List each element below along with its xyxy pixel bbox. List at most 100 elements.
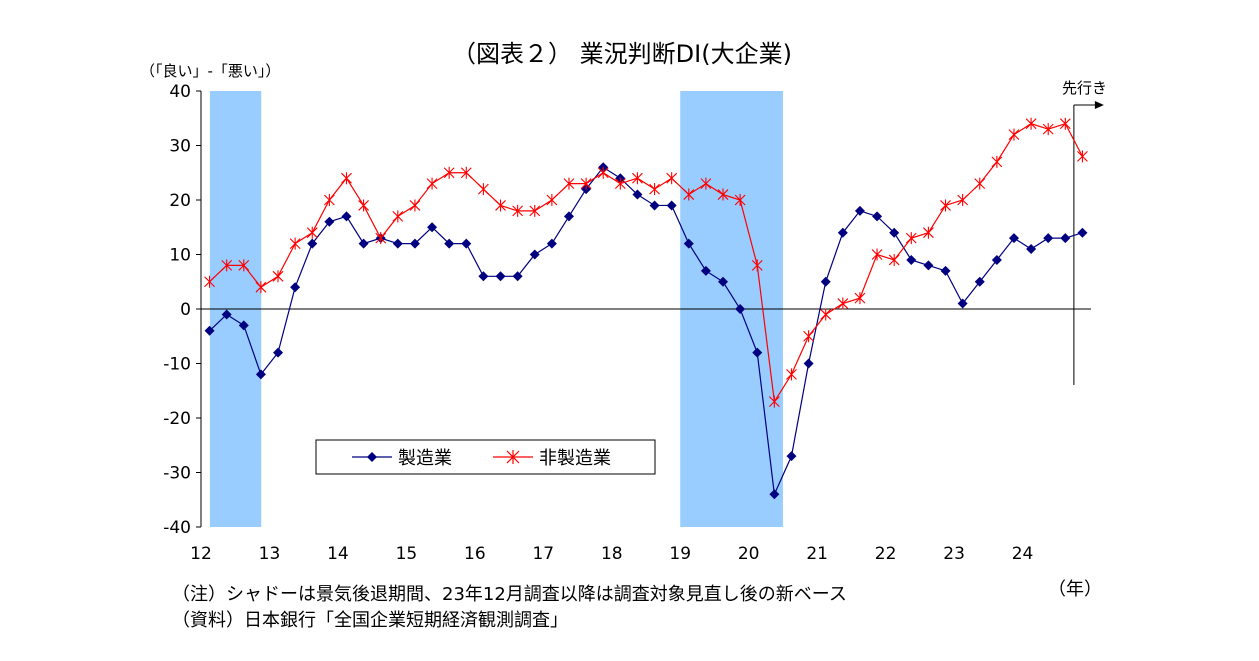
y-axis-label: （「良い」-「悪い」） xyxy=(140,62,280,80)
point-manufacturing xyxy=(444,238,455,249)
x-tick-label: 24 xyxy=(1012,544,1034,564)
legend: 製造業 非製造業 xyxy=(315,439,656,475)
note-shading: （注）シャドーは景気後退期間、23年12月調査以降は調査対象見直し後の新ベース xyxy=(172,584,847,605)
axes-group: -40 -30 -20 -10 0 10 20 30 40 12 13 14 15 16 17 18 19 20 2… xyxy=(163,82,1104,564)
point-non-manufacturing xyxy=(255,281,267,294)
point-manufacturing xyxy=(1077,227,1088,238)
point-manufacturing xyxy=(341,211,352,222)
point-non-manufacturing xyxy=(940,199,951,212)
point-non-manufacturing xyxy=(991,155,1003,168)
point-manufacturing xyxy=(427,222,438,233)
point-non-manufacturing xyxy=(204,275,215,288)
y-tick-label: 20 xyxy=(169,191,191,211)
point-manufacturing xyxy=(238,320,249,331)
point-non-manufacturing xyxy=(614,177,626,190)
y-tick-label: 0 xyxy=(180,300,191,320)
x-tick-label: 22 xyxy=(875,544,897,564)
point-non-manufacturing xyxy=(460,166,472,179)
point-manufacturing xyxy=(769,489,780,500)
point-non-manufacturing xyxy=(974,177,986,190)
point-manufacturing xyxy=(649,200,660,211)
point-non-manufacturing xyxy=(803,330,814,343)
point-non-manufacturing xyxy=(1042,123,1054,136)
chart-title: （図表２） 業況判断DI(大企業) xyxy=(452,40,792,68)
point-manufacturing xyxy=(940,265,951,276)
point-manufacturing xyxy=(854,205,865,216)
series-line-manufacturing xyxy=(209,166,1083,497)
point-non-manufacturing xyxy=(546,194,558,206)
point-non-manufacturing xyxy=(905,232,917,245)
point-non-manufacturing xyxy=(768,395,780,408)
x-tick-label: 20 xyxy=(738,544,760,564)
point-manufacturing xyxy=(461,238,472,249)
point-non-manufacturing xyxy=(957,194,969,206)
x-axis-unit-label: （年） xyxy=(1048,579,1102,600)
point-non-manufacturing xyxy=(289,237,301,250)
point-manufacturing xyxy=(290,282,301,293)
point-manufacturing xyxy=(358,238,369,249)
point-manufacturing xyxy=(837,227,848,238)
point-manufacturing xyxy=(666,200,677,211)
point-non-manufacturing xyxy=(820,308,832,321)
point-manufacturing xyxy=(872,211,883,222)
point-manufacturing xyxy=(1060,233,1071,244)
x-tick-label: 23 xyxy=(943,544,965,564)
series-line-non-manufacturing xyxy=(209,122,1083,404)
y-tick-label: -10 xyxy=(163,355,191,375)
point-non-manufacturing xyxy=(734,194,746,206)
point-non-manufacturing xyxy=(837,297,849,310)
point-non-manufacturing xyxy=(597,166,609,179)
point-non-manufacturing xyxy=(323,194,335,206)
point-non-manufacturing xyxy=(358,199,369,212)
x-tick-label: 15 xyxy=(396,544,418,564)
x-tick-label: 16 xyxy=(464,544,486,564)
point-manufacturing xyxy=(889,227,900,238)
point-non-manufacturing xyxy=(375,232,387,245)
point-non-manufacturing xyxy=(272,270,284,283)
point-manufacturing xyxy=(204,325,215,336)
point-non-manufacturing xyxy=(888,253,900,266)
point-manufacturing xyxy=(632,189,643,200)
point-non-manufacturing xyxy=(409,199,421,212)
y-tick-label: 10 xyxy=(169,246,191,266)
point-manufacturing xyxy=(991,254,1002,265)
point-non-manufacturing xyxy=(512,204,524,217)
point-non-manufacturing xyxy=(341,172,352,185)
point-manufacturing xyxy=(820,276,831,287)
point-manufacturing xyxy=(803,358,814,369)
y-tick-label: 30 xyxy=(169,137,191,157)
point-manufacturing xyxy=(392,238,403,249)
point-manufacturing xyxy=(786,451,797,462)
point-non-manufacturing xyxy=(666,172,678,185)
point-non-manufacturing xyxy=(751,259,763,272)
x-tick-label: 18 xyxy=(601,544,623,564)
y-tick-label: -40 xyxy=(163,518,191,538)
y-tick-label: -20 xyxy=(163,409,191,429)
point-manufacturing xyxy=(906,254,917,265)
point-manufacturing xyxy=(478,271,489,282)
point-manufacturing xyxy=(563,211,574,222)
point-non-manufacturing xyxy=(478,183,489,196)
forecast-arrowhead xyxy=(1094,101,1104,109)
x-tick-label: 12 xyxy=(190,544,212,564)
legend-marker-non-manufacturing xyxy=(506,450,520,464)
point-non-manufacturing xyxy=(871,248,883,261)
point-manufacturing xyxy=(546,238,557,249)
point-non-manufacturing xyxy=(632,172,643,185)
point-non-manufacturing xyxy=(306,226,318,239)
point-non-manufacturing xyxy=(529,204,541,217)
x-tick-label: 14 xyxy=(327,544,349,564)
point-non-manufacturing xyxy=(563,177,575,190)
point-non-manufacturing xyxy=(426,177,438,190)
point-non-manufacturing xyxy=(923,226,934,239)
point-non-manufacturing xyxy=(1025,117,1037,130)
x-tick-label: 13 xyxy=(259,544,281,564)
point-manufacturing xyxy=(683,238,694,249)
point-non-manufacturing xyxy=(717,188,729,201)
forecast-label: 先行き xyxy=(1062,79,1107,97)
point-manufacturing xyxy=(974,276,985,287)
point-manufacturing xyxy=(255,369,266,380)
point-non-manufacturing xyxy=(683,188,695,201)
point-manufacturing xyxy=(221,309,232,320)
point-manufacturing xyxy=(273,347,284,358)
